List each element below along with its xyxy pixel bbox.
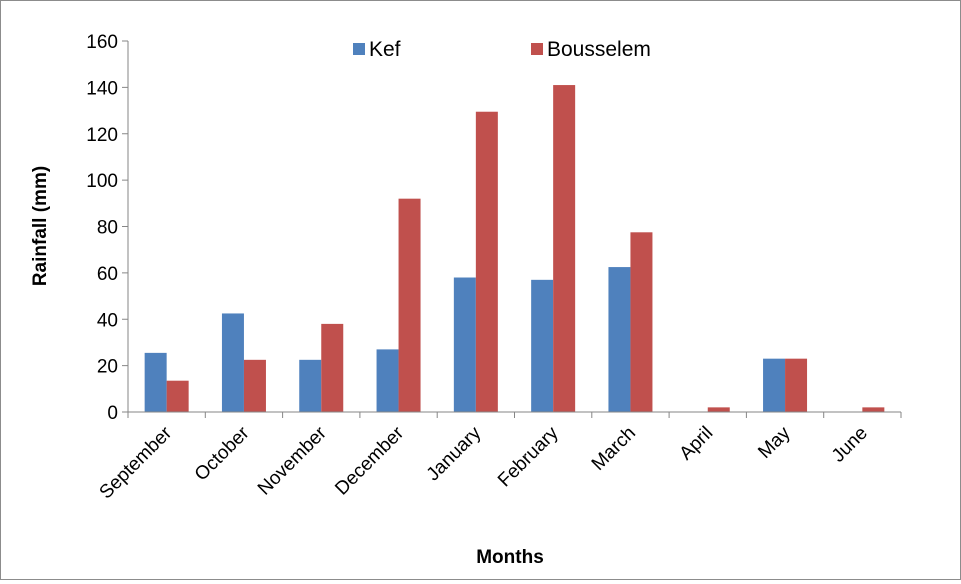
bar-bousselem-may bbox=[785, 358, 808, 412]
x-tick-label: December bbox=[331, 422, 408, 499]
bar-kef-september bbox=[144, 352, 167, 412]
bar-kef-january bbox=[453, 277, 476, 412]
x-tick-label: March bbox=[588, 423, 640, 475]
legend-swatch-bousselem bbox=[531, 43, 543, 55]
bar-bousselem-january bbox=[475, 111, 498, 413]
legend-label-kef: Kef bbox=[369, 38, 401, 61]
y-tick-label: 80 bbox=[97, 218, 118, 239]
bar-bousselem-june bbox=[862, 407, 885, 412]
bar-kef-december bbox=[376, 349, 399, 412]
x-tick-label: February bbox=[494, 422, 563, 491]
y-tick-label: 100 bbox=[86, 171, 118, 192]
y-tick-label: 0 bbox=[107, 403, 118, 424]
bar-bousselem-december bbox=[398, 198, 421, 412]
bar-kef-february bbox=[531, 279, 554, 412]
bar-bousselem-april bbox=[707, 407, 730, 412]
bar-bousselem-september bbox=[166, 380, 189, 412]
plot-area: 0 20 40 60 80 100 120 140 160 September October Nov… bbox=[86, 32, 902, 503]
bar-bousselem-november bbox=[321, 323, 344, 412]
y-tick-label: 20 bbox=[97, 357, 118, 378]
y-tick-label: 160 bbox=[86, 32, 118, 53]
y-tick-label: 40 bbox=[97, 310, 118, 331]
x-tick-label: September bbox=[96, 422, 177, 503]
x-tick-label: November bbox=[254, 422, 331, 499]
x-tick-label: October bbox=[191, 422, 254, 485]
bar-bousselem-february bbox=[553, 85, 576, 413]
bar-kef-november bbox=[299, 359, 322, 412]
y-tick-label: 60 bbox=[97, 264, 118, 285]
x-axis-title: Months bbox=[476, 547, 544, 568]
x-tick-label: June bbox=[828, 423, 872, 467]
x-tick-label: April bbox=[676, 423, 718, 465]
bar-bousselem-march bbox=[630, 232, 653, 412]
legend-swatch-kef bbox=[353, 43, 365, 55]
bar-kef-may bbox=[763, 358, 786, 412]
y-tick-label: 120 bbox=[86, 125, 118, 146]
y-tick-label: 140 bbox=[86, 78, 118, 99]
y-axis-title: Rainfall (mm) bbox=[30, 166, 51, 286]
legend-label-bousselem: Bousselem bbox=[547, 38, 651, 61]
x-tick-label: January bbox=[423, 422, 486, 485]
bar-bousselem-october bbox=[243, 359, 266, 412]
bar-kef-march bbox=[608, 267, 631, 412]
bar-kef-october bbox=[221, 313, 244, 412]
x-tick-label: May bbox=[754, 422, 795, 463]
